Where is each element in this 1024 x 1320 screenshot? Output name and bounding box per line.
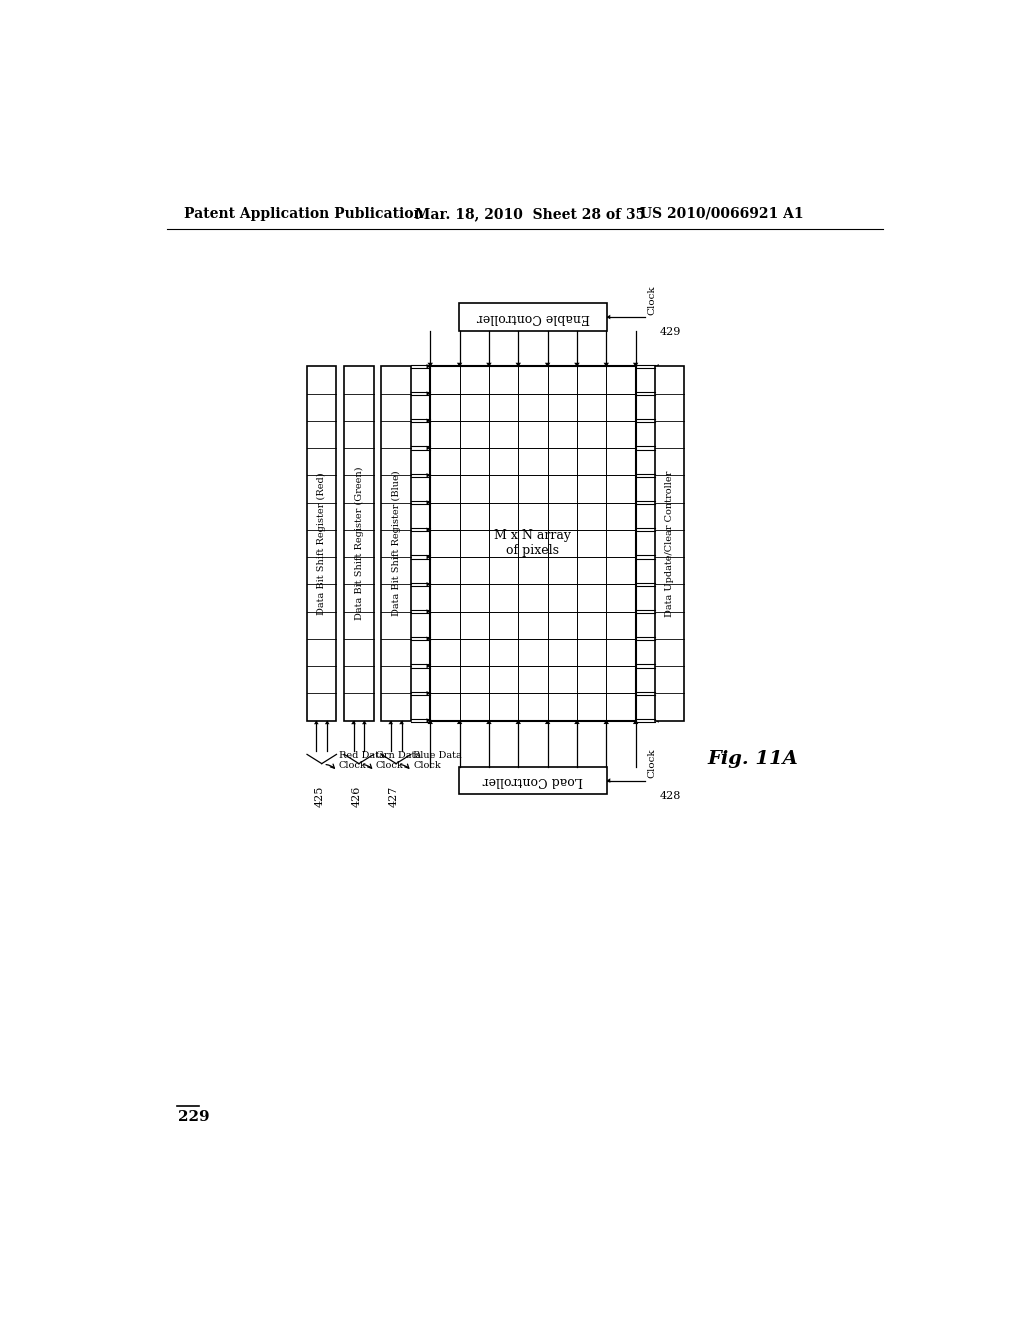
Polygon shape	[633, 363, 638, 367]
Polygon shape	[603, 719, 609, 725]
Polygon shape	[427, 582, 430, 586]
Polygon shape	[655, 528, 658, 532]
Polygon shape	[427, 528, 430, 532]
Text: Load Controller: Load Controller	[482, 774, 583, 787]
Polygon shape	[655, 446, 658, 450]
Polygon shape	[351, 721, 356, 725]
Polygon shape	[427, 610, 430, 614]
Polygon shape	[545, 363, 550, 367]
Text: 425: 425	[314, 785, 325, 808]
Polygon shape	[428, 363, 433, 367]
Text: M x N array
of pixels: M x N array of pixels	[495, 529, 571, 557]
Polygon shape	[427, 473, 430, 478]
Polygon shape	[655, 610, 658, 614]
Polygon shape	[633, 719, 638, 725]
Polygon shape	[655, 664, 658, 668]
Text: Clock: Clock	[647, 285, 656, 314]
Text: US 2010/0066921 A1: US 2010/0066921 A1	[640, 207, 803, 220]
Text: Fig. 11A: Fig. 11A	[708, 750, 799, 768]
Bar	[460, 767, 606, 795]
Polygon shape	[362, 721, 367, 725]
Polygon shape	[427, 554, 430, 560]
Polygon shape	[427, 718, 430, 723]
Text: Data Bit Shift Register (Blue): Data Bit Shift Register (Blue)	[391, 471, 400, 616]
Polygon shape	[655, 418, 658, 424]
Polygon shape	[486, 719, 492, 725]
Bar	[430, 367, 636, 721]
Polygon shape	[457, 363, 462, 367]
Polygon shape	[427, 446, 430, 450]
Text: 428: 428	[659, 791, 681, 801]
Bar	[460, 304, 606, 331]
Polygon shape	[427, 664, 430, 668]
Text: Data Bit Shift Register (Green): Data Bit Shift Register (Green)	[354, 467, 364, 620]
Polygon shape	[545, 719, 550, 725]
Text: Red Data
Clock: Red Data Clock	[339, 751, 385, 770]
Bar	[344, 367, 374, 721]
Text: Clock: Clock	[647, 748, 656, 779]
Text: 229: 229	[178, 1110, 210, 1125]
Bar	[381, 367, 411, 721]
Text: Patent Application Publication: Patent Application Publication	[183, 207, 424, 220]
Polygon shape	[427, 391, 430, 396]
Polygon shape	[515, 363, 521, 367]
Text: 427: 427	[389, 787, 398, 808]
Polygon shape	[457, 719, 462, 725]
Text: Data Bit Shift Register (Red): Data Bit Shift Register (Red)	[317, 473, 327, 615]
Polygon shape	[655, 473, 658, 478]
Polygon shape	[603, 363, 609, 367]
Text: Enable Controller: Enable Controller	[476, 310, 590, 323]
Polygon shape	[655, 391, 658, 396]
Polygon shape	[655, 690, 658, 696]
Polygon shape	[314, 721, 318, 725]
Polygon shape	[655, 582, 658, 586]
Polygon shape	[655, 718, 658, 723]
Polygon shape	[655, 364, 658, 368]
Text: Data Update/Clear Controller: Data Update/Clear Controller	[666, 470, 674, 616]
Polygon shape	[399, 721, 403, 725]
Polygon shape	[388, 721, 393, 725]
Polygon shape	[427, 636, 430, 642]
Bar	[655, 367, 684, 721]
Polygon shape	[486, 363, 492, 367]
Polygon shape	[515, 719, 521, 725]
Polygon shape	[428, 719, 433, 725]
Polygon shape	[427, 364, 430, 368]
Text: Grn Data
Clock: Grn Data Clock	[376, 751, 421, 770]
Polygon shape	[427, 500, 430, 504]
Polygon shape	[325, 721, 330, 725]
Text: Mar. 18, 2010  Sheet 28 of 35: Mar. 18, 2010 Sheet 28 of 35	[415, 207, 645, 220]
Polygon shape	[427, 690, 430, 696]
Text: 429: 429	[659, 327, 681, 338]
Polygon shape	[427, 418, 430, 424]
Polygon shape	[574, 363, 580, 367]
Polygon shape	[574, 719, 580, 725]
Bar	[307, 367, 337, 721]
Polygon shape	[655, 636, 658, 642]
Polygon shape	[606, 779, 610, 783]
Text: 426: 426	[351, 785, 361, 808]
Polygon shape	[655, 554, 658, 560]
Polygon shape	[655, 500, 658, 504]
Text: Blue Data
Clock: Blue Data Clock	[414, 751, 462, 770]
Polygon shape	[606, 314, 610, 319]
